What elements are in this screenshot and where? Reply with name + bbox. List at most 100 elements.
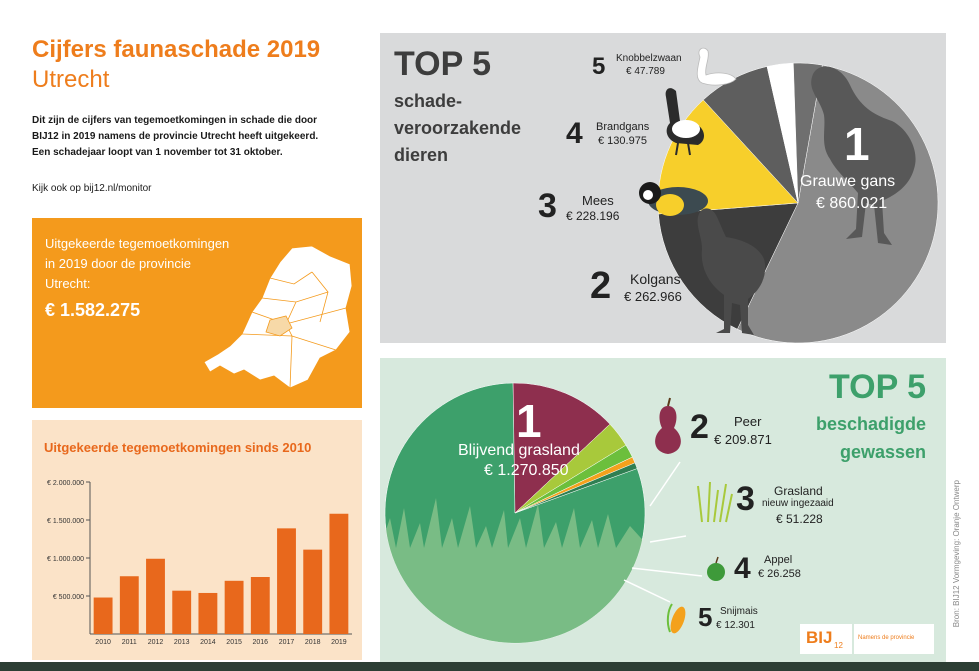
- x-tick-label: 2016: [253, 639, 269, 646]
- x-tick-label: 2015: [226, 639, 242, 646]
- summary-line: Utrecht:: [45, 276, 91, 291]
- crops-top5-title: TOP 5: [828, 368, 926, 406]
- animals-subtitle-line: dieren: [394, 145, 449, 165]
- crop-value: € 51.228: [776, 512, 823, 526]
- partner-text: Namens de provincie: [858, 635, 915, 641]
- connector-line: [623, 579, 671, 603]
- x-tick-label: 2018: [305, 639, 321, 646]
- animal-value: € 228.196: [566, 209, 620, 223]
- partner-box: Namens de provincie: [854, 624, 934, 654]
- animals-panel: TOP 5 schade- veroorzakende dieren 5 Kno…: [380, 33, 946, 343]
- logo-text: BIJ: [806, 628, 833, 647]
- crop-label: Grasland: [774, 484, 823, 498]
- animal-label: Knobbelzwaan: [616, 53, 682, 64]
- animals-top5-title: TOP 5: [394, 45, 492, 83]
- animals-subtitle-line: schade-: [394, 91, 463, 111]
- summary-box: Uitgekeerde tegemoetkomingen in 2019 doo…: [32, 218, 362, 408]
- rank-number: 1: [844, 118, 870, 170]
- intro-line: BIJ12 in 2019 namens de provincie Utrech…: [32, 131, 319, 142]
- x-tick-label: 2012: [148, 639, 164, 646]
- pear-icon: [655, 397, 681, 454]
- rank-number: 4: [566, 117, 583, 150]
- page-subtitle: Utrecht: [32, 66, 110, 93]
- crops-subtitle-line: beschadigde: [815, 414, 926, 434]
- crop-label: Snijmais: [720, 606, 758, 617]
- apple-icon: [707, 556, 725, 581]
- pie-slice: [512, 382, 611, 514]
- intro-line: Een schadejaar loopt van 1 november tot …: [32, 147, 283, 158]
- x-tick-label: 2019: [331, 639, 347, 646]
- bar: [303, 549, 323, 634]
- crop-label: Peer: [734, 414, 762, 429]
- rank-number: 1: [516, 395, 542, 447]
- white-fronted-goose-icon: [697, 208, 766, 335]
- x-tick-label: 2014: [200, 639, 216, 646]
- animal-item-4: 4: [566, 117, 583, 151]
- crop-item-4: 4: [734, 552, 751, 586]
- connector-line: [631, 567, 703, 577]
- animal-value: € 262.966: [624, 289, 682, 304]
- great-tit-icon: [639, 182, 708, 216]
- crop-label: Appel: [764, 554, 793, 566]
- crop-value: € 26.258: [758, 568, 801, 580]
- bar: [172, 590, 192, 634]
- bar-chart-panel: Uitgekeerde tegemoetkomingen sinds 2010 …: [32, 420, 362, 660]
- crop-sublabel: nieuw ingezaaid: [762, 498, 834, 509]
- bar-chart-title: Uitgekeerde tegemoetkomingen sinds 2010: [44, 440, 312, 455]
- summary-line: Uitgekeerde tegemoetkomingen: [45, 236, 230, 251]
- animal-item-3: 3: [538, 187, 557, 226]
- crop-item-2: 2: [690, 408, 709, 447]
- bij12-logo: BIJ 12: [800, 624, 852, 654]
- animal-label: Grauwe gans: [800, 173, 896, 190]
- x-tick-label: 2011: [122, 639, 137, 646]
- bar: [119, 576, 139, 634]
- rank-number: 3: [736, 480, 755, 518]
- rank-number: 2: [690, 408, 709, 446]
- corn-icon: [666, 603, 686, 634]
- rank-number: 5: [592, 53, 606, 80]
- crop-value: € 1.270.850: [484, 462, 569, 479]
- pie-slice: [793, 62, 823, 204]
- summary-line: in 2019 door de provincie: [45, 256, 191, 271]
- crop-label: Blijvend grasland: [458, 442, 580, 459]
- rank-number: 3: [538, 187, 557, 225]
- mute-swan-icon: [696, 47, 737, 86]
- bar: [277, 528, 296, 634]
- pie-slice: [514, 462, 638, 514]
- animal-label: Mees: [582, 193, 614, 208]
- animal-item-1: 1: [844, 117, 870, 171]
- connector-line: [649, 535, 687, 543]
- crop-item-3: 3: [736, 480, 755, 519]
- crops-panel: TOP 5 beschadigde gewassen: [380, 358, 946, 663]
- bar-chart: € 500.000 € 1.000.000 € 1.500.000 € 2.000.0…: [47, 480, 352, 646]
- intro-text: Dit zijn de cijfers van tegemoetkomingen…: [32, 113, 352, 161]
- y-tick-label: € 2.000.000: [47, 480, 84, 487]
- grass-crop-icon: [697, 481, 733, 523]
- grass-icon: [385, 498, 645, 643]
- page-title: Cijfers faunaschade 2019: [32, 36, 321, 63]
- x-tick-label: 2013: [174, 639, 190, 646]
- animal-value: € 860.021: [816, 195, 888, 212]
- summary-total: € 1.582.275: [45, 300, 141, 320]
- crop-value: € 12.301: [716, 620, 755, 631]
- x-tick-label: 2010: [95, 639, 111, 646]
- animal-item-5: 5: [592, 53, 605, 81]
- animal-value: € 47.789: [626, 66, 665, 77]
- bar: [224, 580, 244, 634]
- source-credit: Bron: BIJ12 Vormgeving: Oranje Ontwerp: [952, 480, 961, 628]
- y-tick-label: € 1.000.000: [47, 556, 84, 563]
- animal-label: Kolgans: [630, 271, 681, 287]
- animal-item-2: 2: [590, 265, 611, 308]
- bottom-bar: [0, 662, 979, 671]
- bar: [93, 597, 113, 634]
- rank-number: 5: [698, 602, 713, 632]
- animals-subtitle-line: veroorzakende: [394, 118, 522, 138]
- logo-sub: 12: [834, 641, 843, 650]
- crop-value: € 209.871: [714, 432, 772, 447]
- crops-pie-chart: [384, 382, 733, 644]
- x-tick-label: 2017: [279, 639, 295, 646]
- bar: [250, 577, 270, 634]
- monitor-link[interactable]: Kijk ook op bij12.nl/monitor: [32, 183, 152, 194]
- rank-number: 2: [590, 265, 612, 307]
- crops-subtitle-line: gewassen: [839, 442, 926, 462]
